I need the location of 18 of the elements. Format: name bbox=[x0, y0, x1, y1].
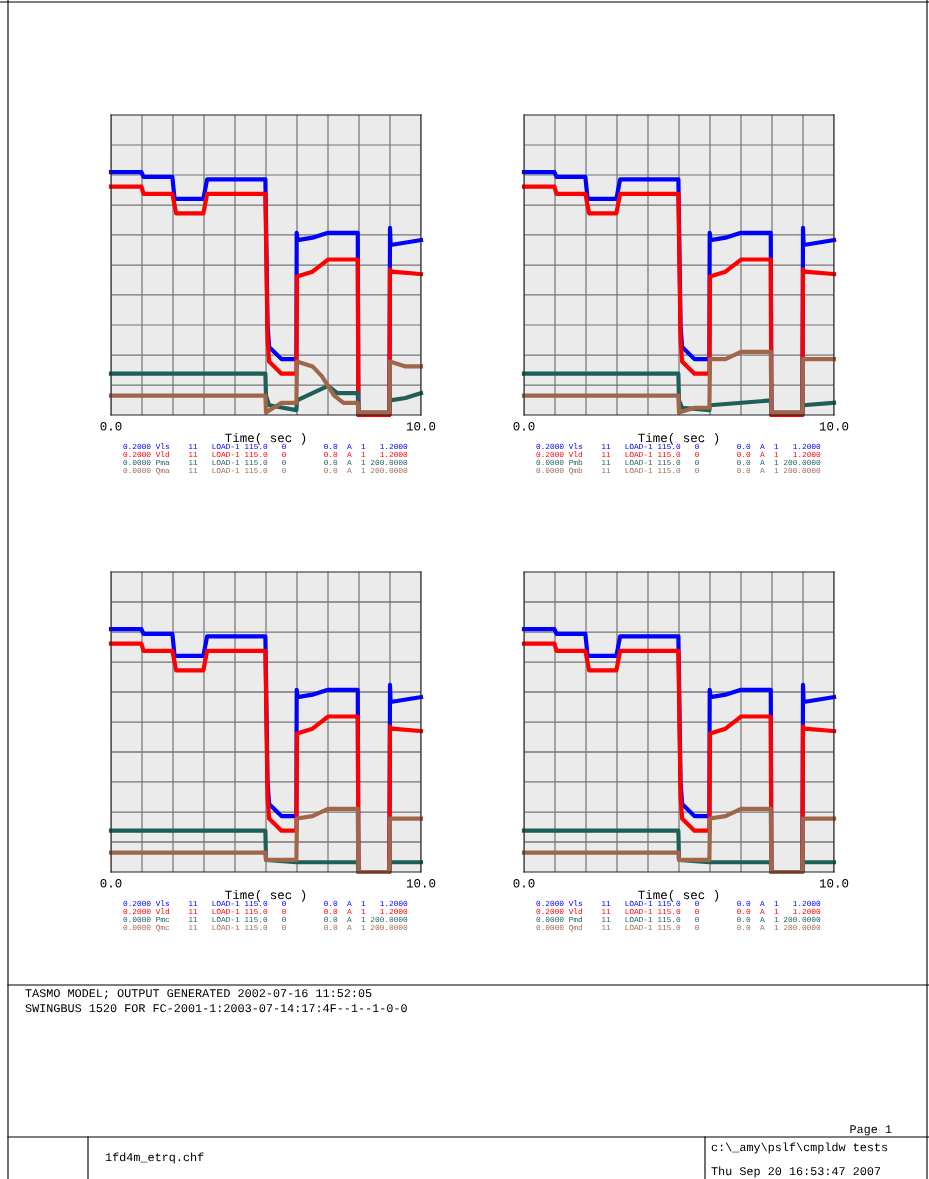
x-tick-label: 0.0 bbox=[100, 879, 122, 888]
x-axis-title: Time( sec ) bbox=[225, 433, 306, 445]
text: SWINGBUS 1520 FOR FC-2001-1:2003-07-14:17:4F--1--1-0-0 bbox=[25, 1004, 407, 1013]
x-axis-title: Time( sec ) bbox=[638, 433, 719, 445]
x-tick-label: 10.0 bbox=[819, 879, 849, 888]
text: Thu Sep 20 16:53:47 2007 bbox=[711, 1166, 881, 1178]
text: 1fd4m_etrq.chf bbox=[105, 1152, 204, 1164]
x-tick-label: 10.0 bbox=[406, 422, 436, 431]
x-tick-label: 10.0 bbox=[406, 879, 436, 888]
x-tick-label: 10.0 bbox=[819, 422, 849, 431]
x-axis-title: Time( sec ) bbox=[638, 890, 719, 902]
text: c:\_amy\pslf\cmpldw tests bbox=[711, 1142, 888, 1154]
text: Page 1 bbox=[850, 1125, 892, 1136]
x-tick-label: 0.0 bbox=[100, 422, 122, 431]
x-tick-label: 0.0 bbox=[513, 422, 535, 431]
x-tick-label: 0.0 bbox=[513, 879, 535, 888]
text: TASMO MODEL; OUTPUT GENERATED 2002-07-16 11:52:05 bbox=[25, 989, 372, 1000]
x-axis-title: Time( sec ) bbox=[225, 890, 306, 902]
